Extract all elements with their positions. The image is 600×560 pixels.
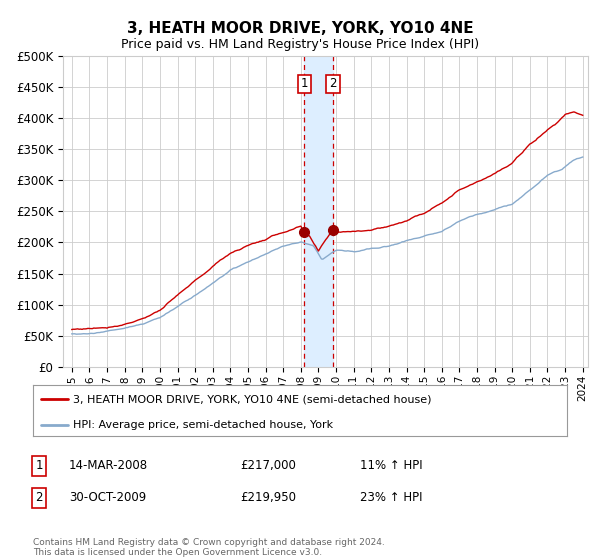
- Text: £219,950: £219,950: [240, 491, 296, 505]
- Text: 11% ↑ HPI: 11% ↑ HPI: [360, 459, 422, 473]
- Text: 1: 1: [301, 77, 308, 91]
- Text: 30-OCT-2009: 30-OCT-2009: [69, 491, 146, 505]
- Text: 23% ↑ HPI: 23% ↑ HPI: [360, 491, 422, 505]
- Text: 1: 1: [35, 459, 43, 473]
- Text: 2: 2: [329, 77, 337, 91]
- Text: Contains HM Land Registry data © Crown copyright and database right 2024.
This d: Contains HM Land Registry data © Crown c…: [33, 538, 385, 557]
- Text: 14-MAR-2008: 14-MAR-2008: [69, 459, 148, 473]
- Text: 3, HEATH MOOR DRIVE, YORK, YO10 4NE: 3, HEATH MOOR DRIVE, YORK, YO10 4NE: [127, 21, 473, 36]
- Text: Price paid vs. HM Land Registry's House Price Index (HPI): Price paid vs. HM Land Registry's House …: [121, 38, 479, 51]
- Text: 2: 2: [35, 491, 43, 505]
- Text: 3, HEATH MOOR DRIVE, YORK, YO10 4NE (semi-detached house): 3, HEATH MOOR DRIVE, YORK, YO10 4NE (sem…: [73, 394, 431, 404]
- Text: HPI: Average price, semi-detached house, York: HPI: Average price, semi-detached house,…: [73, 419, 333, 430]
- Bar: [304, 56, 333, 367]
- Text: £217,000: £217,000: [240, 459, 296, 473]
